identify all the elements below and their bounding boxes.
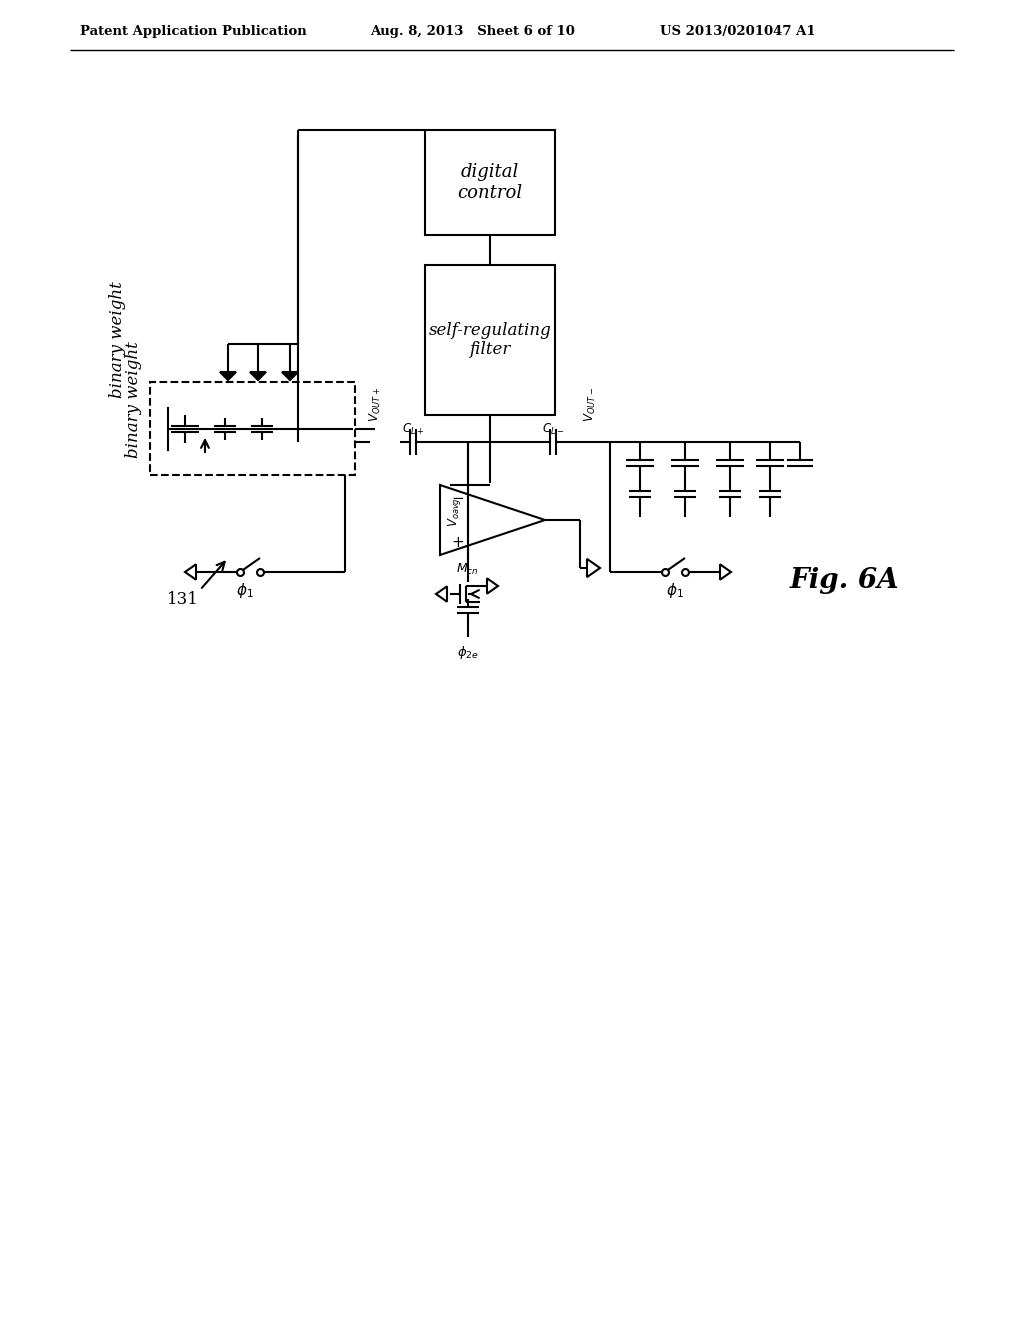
Text: $\phi_1$: $\phi_1$	[237, 581, 254, 599]
Text: binary weight: binary weight	[125, 342, 141, 458]
Text: $-$: $-$	[452, 490, 465, 504]
Text: US 2013/0201047 A1: US 2013/0201047 A1	[660, 25, 816, 38]
Text: $V_{OUT-}$: $V_{OUT-}$	[583, 387, 598, 422]
Text: $V_{oavg}$: $V_{oavg}$	[446, 498, 463, 527]
Text: binary weight: binary weight	[110, 281, 127, 399]
Text: $+$: $+$	[452, 536, 465, 550]
Text: $M_{cn}$: $M_{cn}$	[456, 562, 478, 577]
Text: digital
control: digital control	[458, 164, 522, 202]
Bar	[425, 265, 555, 414]
Text: self-regulating
filter: self-regulating filter	[429, 322, 551, 358]
Polygon shape	[220, 372, 236, 380]
Text: $\phi_1$: $\phi_1$	[666, 581, 684, 599]
Text: $C_{L-}$: $C_{L-}$	[542, 422, 564, 437]
Text: $\phi_{2e}$: $\phi_{2e}$	[457, 644, 479, 661]
Polygon shape	[250, 372, 266, 380]
Bar	[425, 129, 555, 235]
Text: Patent Application Publication: Patent Application Publication	[80, 25, 307, 38]
Text: Aug. 8, 2013   Sheet 6 of 10: Aug. 8, 2013 Sheet 6 of 10	[370, 25, 574, 38]
Text: $C_{L+}$: $C_{L+}$	[401, 422, 424, 437]
Bar	[150, 381, 355, 475]
Text: $V_{OUT+}$: $V_{OUT+}$	[368, 387, 383, 422]
Text: Fig. 6A: Fig. 6A	[790, 566, 900, 594]
Text: 131: 131	[167, 591, 199, 609]
Polygon shape	[282, 372, 298, 380]
